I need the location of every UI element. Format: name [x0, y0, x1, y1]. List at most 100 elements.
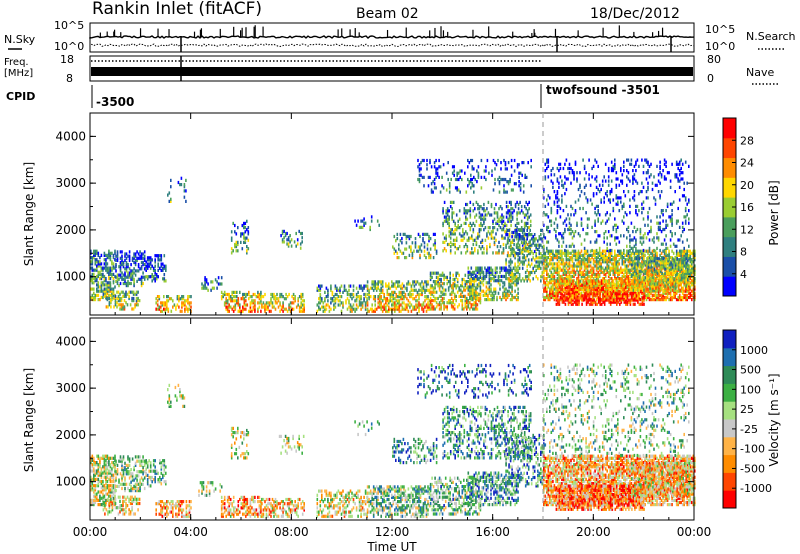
backscatter-cell [663, 256, 666, 260]
backscatter-cell [471, 158, 474, 163]
backscatter-cell [629, 256, 631, 260]
backscatter-cell [478, 282, 480, 286]
backscatter-cell [131, 307, 133, 311]
backscatter-cell [467, 158, 469, 163]
backscatter-cell [374, 299, 376, 303]
backscatter-cell [508, 211, 511, 215]
backscatter-cell [134, 258, 137, 262]
backscatter-cell [447, 301, 450, 305]
backscatter-cell [507, 211, 509, 215]
backscatter-cell [418, 307, 420, 311]
backscatter-cell [111, 268, 113, 272]
backscatter-cell [604, 256, 607, 260]
backscatter-cell [495, 232, 497, 236]
backscatter-cell [232, 299, 235, 303]
backscatter-cell [511, 298, 513, 302]
backscatter-cell [564, 270, 566, 274]
backscatter-cell [446, 301, 448, 305]
backscatter-cell [498, 219, 500, 223]
backscatter-cell [486, 213, 488, 217]
backscatter-cell [663, 251, 666, 255]
backscatter-cell [114, 274, 116, 279]
backscatter-cell [455, 238, 458, 242]
backscatter-cell [515, 235, 518, 239]
backscatter-cell [273, 292, 275, 297]
backscatter-cell [668, 287, 670, 291]
backscatter-cell [286, 295, 289, 299]
backscatter-cell [624, 277, 627, 281]
backscatter-cell [109, 270, 112, 274]
backscatter-cell [391, 295, 393, 299]
backscatter-cell [220, 276, 223, 280]
backscatter-cell [512, 274, 515, 279]
backscatter-cell [155, 297, 157, 301]
backscatter-cell [529, 247, 531, 251]
backscatter-cell [526, 235, 528, 239]
backscatter-cell [627, 268, 630, 272]
backscatter-cell [112, 253, 115, 257]
backscatter-cell [627, 251, 630, 255]
backscatter-cell [475, 213, 478, 217]
backscatter-cell [476, 283, 479, 287]
backscatter-cell [454, 223, 456, 228]
backscatter-cell [484, 213, 487, 217]
backscatter-cell [517, 291, 519, 295]
backscatter-cell [514, 223, 517, 228]
backscatter-cell [518, 266, 521, 270]
backscatter-cell [654, 272, 657, 276]
backscatter-cell [517, 233, 519, 237]
backscatter-cell [125, 263, 128, 267]
backscatter-cell [116, 296, 118, 301]
backscatter-cell [296, 238, 299, 242]
nave-band [91, 67, 693, 76]
backscatter-cell [476, 303, 479, 307]
backscatter-cell [570, 291, 572, 295]
backscatter-cell [333, 295, 335, 299]
backscatter-cell [546, 279, 548, 283]
backscatter-cell [388, 301, 390, 305]
backscatter-cell [204, 286, 206, 290]
backscatter-cell [480, 221, 482, 225]
backscatter-cell [520, 235, 522, 239]
backscatter-cell [419, 256, 421, 260]
backscatter-cell [544, 266, 547, 270]
backscatter-cell [610, 253, 613, 257]
backscatter-cell [182, 295, 185, 299]
backscatter-cell [688, 249, 690, 253]
backscatter-cell [398, 303, 401, 307]
backscatter-cell [583, 249, 586, 253]
backscatter-cell [486, 232, 488, 236]
backscatter-cell [418, 163, 421, 167]
backscatter-cell [254, 305, 256, 309]
backscatter-cell [561, 262, 563, 266]
backscatter-cell [431, 271, 433, 275]
backscatter-cell [601, 251, 604, 255]
backscatter-cell [576, 258, 578, 262]
backscatter-cell [366, 284, 369, 288]
backscatter-cell [680, 249, 682, 253]
backscatter-cell [468, 182, 471, 186]
backscatter-cell [495, 221, 497, 225]
backscatter-cell [319, 297, 322, 301]
backscatter-cell [648, 253, 651, 257]
backscatter-cell [555, 249, 557, 253]
backscatter-cell [383, 295, 385, 299]
backscatter-cell [333, 303, 335, 307]
backscatter-cell [451, 228, 453, 232]
backscatter-cell [280, 307, 283, 311]
backscatter-cell [574, 270, 577, 274]
backscatter-cell [93, 249, 95, 253]
backscatter-cell [371, 280, 373, 284]
backscatter-cell [476, 298, 479, 302]
backscatter-cell [448, 182, 451, 186]
backscatter-cell [552, 274, 554, 279]
backscatter-cell [386, 288, 389, 292]
backscatter-cell [394, 301, 396, 305]
backscatter-cell [354, 307, 356, 311]
backscatter-cell [397, 284, 399, 288]
backscatter-cell [106, 283, 109, 287]
backscatter-cell [119, 250, 122, 254]
backscatter-cell [164, 303, 167, 307]
backscatter-cell [173, 303, 176, 307]
backscatter-cell [511, 240, 514, 244]
